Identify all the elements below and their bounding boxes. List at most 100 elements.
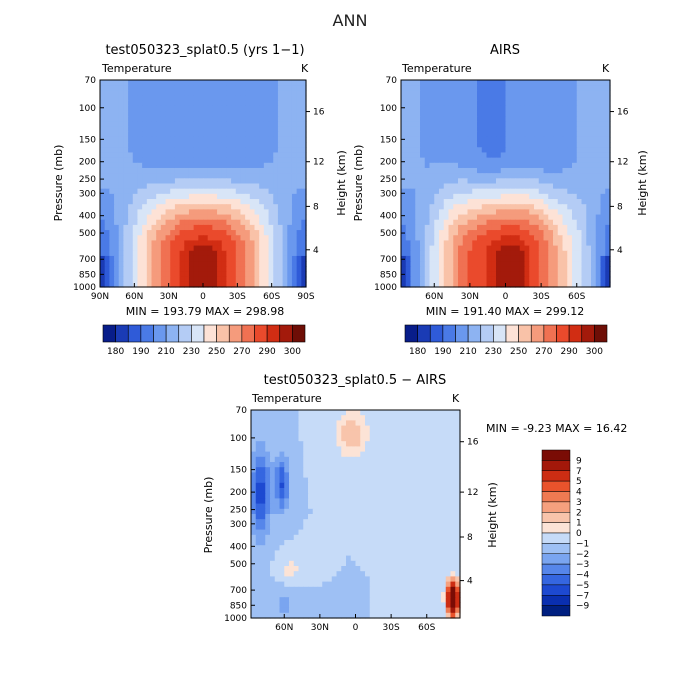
panel3-cell bbox=[317, 529, 323, 536]
panel3-cell bbox=[331, 415, 338, 421]
panel2-cell bbox=[500, 90, 507, 97]
panel1-title: test050323_splat0.5 (yrs 1−1) bbox=[105, 43, 304, 58]
panel2-cell bbox=[424, 266, 431, 273]
panel2-cell bbox=[519, 173, 526, 179]
panel3-cell bbox=[279, 420, 285, 427]
panel3-cell bbox=[260, 519, 266, 525]
panel1-cell bbox=[114, 281, 120, 288]
panel2-cell bbox=[410, 142, 416, 148]
panel1-cell bbox=[221, 255, 228, 262]
panel1-cell bbox=[277, 188, 284, 195]
panel2-minmax: MIN = 191.40 MAX = 299.12 bbox=[426, 305, 584, 318]
panel2-cell bbox=[605, 131, 611, 138]
panel2-cell bbox=[524, 204, 530, 210]
panel2-cell bbox=[401, 167, 407, 174]
panel3-cell bbox=[255, 503, 262, 510]
panel2-cell bbox=[439, 142, 445, 148]
panel3-cell bbox=[279, 560, 285, 567]
panel1-cell bbox=[132, 219, 139, 226]
panel3-cell bbox=[303, 415, 309, 421]
panel2-cell bbox=[434, 173, 440, 179]
panel3-cell bbox=[260, 529, 266, 536]
panel1-cell bbox=[100, 157, 106, 164]
panel1-cell bbox=[287, 157, 293, 164]
panel1-cell bbox=[114, 193, 120, 200]
panel2-cell bbox=[467, 152, 473, 159]
panel3-cell bbox=[398, 451, 404, 458]
panel2-cell bbox=[591, 281, 597, 288]
panel2-cell bbox=[410, 178, 416, 185]
panel1-cell bbox=[254, 240, 260, 247]
panel3-cell bbox=[251, 534, 257, 541]
panel1-cell bbox=[273, 157, 279, 164]
panel2-cell bbox=[553, 100, 559, 107]
panel2-cell bbox=[500, 167, 507, 174]
panel2-cell bbox=[591, 90, 597, 97]
panel1-cell bbox=[114, 261, 120, 267]
panel1-colorbar-swatch bbox=[279, 324, 293, 343]
panel1-cell bbox=[291, 85, 298, 91]
panel2-cell bbox=[548, 100, 554, 107]
panel1-cell bbox=[263, 147, 270, 154]
panel1-cell bbox=[179, 219, 185, 226]
panel3-cell bbox=[341, 482, 347, 489]
panel2-cell bbox=[486, 188, 492, 195]
panel3-cell bbox=[355, 456, 361, 463]
panel1-cell bbox=[123, 214, 129, 221]
panel3-cell bbox=[403, 451, 409, 458]
panel2-cell bbox=[458, 105, 464, 112]
panel1-cell bbox=[273, 204, 279, 210]
panel2-cell bbox=[458, 121, 464, 128]
panel2-cell bbox=[581, 142, 587, 148]
panel1-cell bbox=[282, 142, 288, 148]
panel3-cell bbox=[388, 508, 395, 515]
panel1-cell bbox=[160, 111, 167, 117]
panel2-cell bbox=[424, 255, 431, 262]
panel2-cell bbox=[538, 271, 545, 278]
panel1-cell bbox=[198, 80, 204, 86]
panel1-cell bbox=[263, 230, 270, 236]
panel1-cell bbox=[226, 209, 232, 216]
panel2-subtitle-left: Temperature bbox=[401, 62, 472, 75]
panel1-cell bbox=[287, 214, 293, 221]
panel3-cell bbox=[346, 550, 352, 557]
panel3-cell bbox=[298, 503, 304, 510]
panel1-cell bbox=[301, 126, 307, 133]
panel1-cell bbox=[114, 204, 120, 210]
panel2-cell bbox=[581, 116, 587, 122]
panel2-cell bbox=[548, 105, 554, 112]
panel1-cell bbox=[179, 266, 185, 273]
panel2-cell bbox=[576, 261, 583, 267]
panel2-cell bbox=[429, 111, 435, 117]
panel3-cell bbox=[422, 472, 428, 479]
panel3-cell bbox=[312, 451, 319, 458]
panel3-cell bbox=[393, 540, 399, 546]
panel1-cell bbox=[254, 188, 260, 195]
panel1-cell bbox=[240, 245, 246, 252]
panel1-cell bbox=[128, 90, 134, 97]
panel2-cell bbox=[600, 90, 606, 97]
panel1-cell bbox=[296, 105, 302, 112]
panel3-cell bbox=[426, 446, 433, 453]
panel2-cell bbox=[472, 188, 478, 195]
panel3-cell bbox=[270, 446, 276, 453]
panel1-cell bbox=[174, 281, 181, 288]
panel2-cell bbox=[453, 136, 459, 143]
panel3-cell bbox=[422, 560, 428, 567]
panel1-cell bbox=[291, 219, 298, 226]
panel1-cell bbox=[231, 214, 237, 221]
panel1-cell bbox=[273, 167, 279, 174]
panel1-cell bbox=[249, 95, 256, 102]
panel1-cell bbox=[277, 281, 284, 288]
panel3-cell bbox=[298, 529, 304, 536]
panel1-cell bbox=[296, 157, 302, 164]
panel1-cell bbox=[203, 105, 209, 112]
panel3-cell bbox=[327, 436, 333, 442]
panel2-cell bbox=[519, 281, 526, 288]
panel1-cell bbox=[137, 121, 143, 128]
panel1-cell bbox=[226, 116, 232, 122]
panel1-cell bbox=[207, 142, 213, 148]
panel1-cell bbox=[179, 204, 185, 210]
panel1-cell bbox=[151, 183, 157, 190]
panel2-cell bbox=[462, 85, 469, 91]
